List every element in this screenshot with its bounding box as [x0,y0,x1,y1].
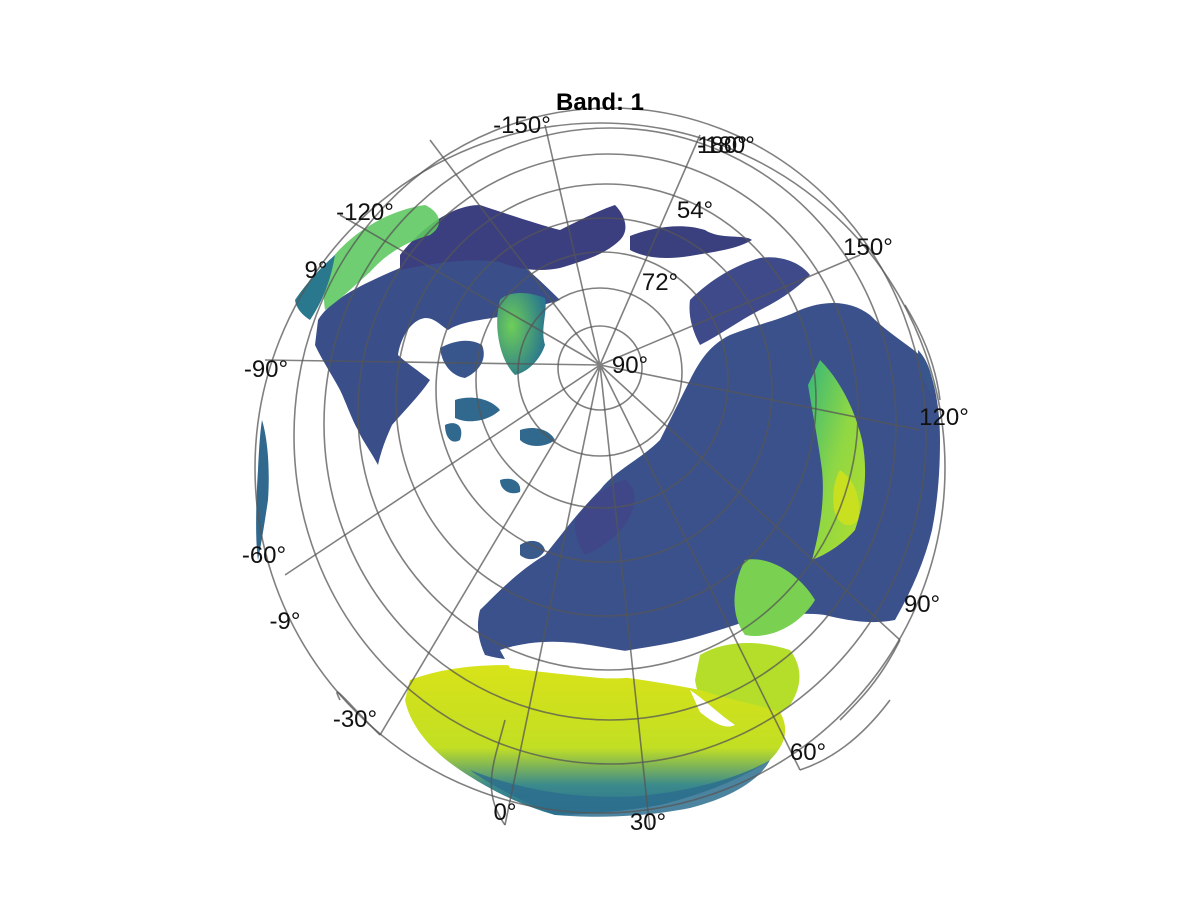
sahel-dark-band [470,760,770,817]
lon-label-90: 90° [904,591,940,618]
lat-label-90: 90° [612,352,648,379]
lat-label-9: 9° [305,257,328,284]
greenland-edges [497,293,546,375]
western-coast-strip [295,255,335,320]
british-isles [520,540,545,560]
rockies-region [323,205,440,310]
lat-ring-36 [357,153,859,671]
lat-ring-80 [557,325,643,411]
lon-label-150: 150° [843,234,893,261]
lat-ring-54 [435,217,773,563]
lon-label-60: 60° [790,739,826,766]
canada-east-landmass [440,340,484,378]
north-africa [405,665,786,815]
mongolia-yellow [833,470,860,526]
graticule-rim [254,122,946,814]
lon-label-30: 30° [630,809,666,836]
lon-label-neg180: -180° [697,132,755,159]
lat-label-72: 72° [642,269,678,296]
lat-ring-63 [475,251,729,509]
lat-ring-27 [323,127,897,721]
meridian-lines [264,124,921,831]
lon-label-neg30: -30° [333,706,377,733]
longitude-labels: -150° -180° 180° 150° 120° 90° 60° 30° 0… [242,112,969,836]
latitude-labels: 54° 72° 90° 9° -9° [270,197,714,635]
alaska-landmass [400,205,626,270]
north-america-landmass [315,245,560,465]
graticule [254,107,946,831]
lon-label-180: 180° [697,132,747,159]
lat-label-neg9: -9° [270,608,301,635]
map-title: Band: 1 [556,89,644,116]
red-sea-gap [690,690,735,727]
caspian-green [734,559,815,636]
scandinavia [574,480,635,555]
lat-ring-72 [517,287,683,457]
lon-label-0: 0° [494,799,517,826]
lon-label-neg60: -60° [242,542,286,569]
outer-arcs [336,304,941,826]
arctic-islands [445,397,555,494]
lon-label-neg90: -90° [244,356,288,383]
east-rim-island [918,350,933,395]
lat-label-54: 54° [677,197,713,224]
lon-label-120: 120° [919,404,969,431]
lat-ring-45 [395,183,817,617]
lat-ring-18 [293,107,927,765]
lon-label-neg120: -120° [336,199,394,226]
lon-label-neg150: -150° [493,112,551,139]
